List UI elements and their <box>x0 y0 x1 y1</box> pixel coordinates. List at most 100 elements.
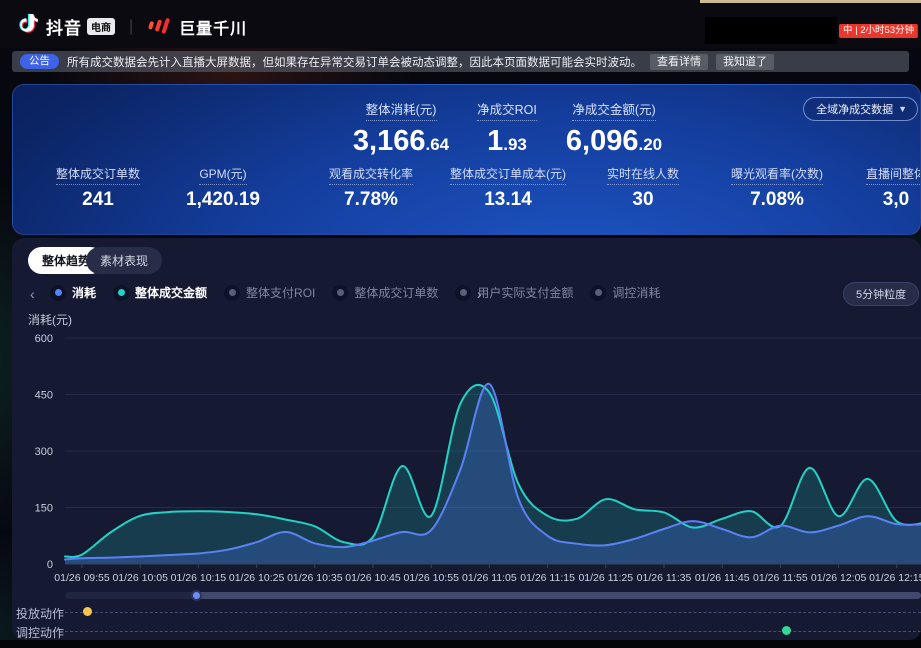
metric-label[interactable]: 整体成交订单数 <box>55 165 141 185</box>
brand-area: 抖音 电商 | 巨量千川 <box>16 12 247 41</box>
legend-item-label: 整体成交订单数 <box>354 286 439 300</box>
x-tick-label: 01/26 10:05 <box>112 572 168 584</box>
y-tick-label: 300 <box>35 446 53 458</box>
primary-metric: 整体消耗(元) 3,166.64 <box>353 99 449 161</box>
legend-dot-icon <box>590 284 607 301</box>
scrollbar-selected-range[interactable] <box>195 592 921 599</box>
area-整体成交金额 <box>65 384 921 564</box>
brand-divider: | <box>129 17 134 35</box>
primary-metric: 净成交金额(元) 6,096.20 <box>566 99 662 161</box>
legend-item-调控消耗[interactable]: 调控消耗 <box>590 284 660 301</box>
action-row-regulation: 调控动作 <box>12 623 921 640</box>
trend-chart[interactable]: 消耗(元) 0 150 300 450 600 01/26 09:55 01/26 10:05… <box>12 308 921 590</box>
secondary-metric: 直播间整体 3,0 <box>865 165 920 211</box>
x-tick-label: 01/26 12:15 <box>869 572 921 584</box>
x-tick-label: 01/26 10:25 <box>229 572 285 584</box>
x-tick-label: 01/26 10:45 <box>345 572 401 584</box>
announcement-bar: 公告 所有成交数据会先计入直播大屏数据，但如果存在异常交易订单会被动态调整，因此… <box>12 51 909 72</box>
legend-next-arrow[interactable]: › <box>477 286 482 302</box>
legend-items: 消耗 整体成交金额 整体支付ROI 整体成交订单数 用户实际支付金额 调控消耗 <box>50 284 660 301</box>
chevron-down-icon: ▼ <box>898 104 907 114</box>
metric-value: 7.78% <box>344 189 398 210</box>
legend-item-消耗[interactable]: 消耗 <box>50 284 96 301</box>
secondary-metric: GPM(元) 1,420.19 <box>186 165 260 211</box>
metric-label[interactable]: 曝光观看率(次数) <box>731 165 823 185</box>
y-tick-label: 600 <box>35 333 53 345</box>
top-bar: 抖音 电商 | 巨量千川 中 | 2小时53分钟 | <box>0 0 921 48</box>
x-tick-label: 01/26 11:05 <box>462 572 517 584</box>
secondary-metric: 曝光观看率(次数) 7.08% <box>731 165 823 211</box>
delivery-action-dot[interactable] <box>82 607 92 616</box>
action-row-label: 调控动作 <box>16 626 65 640</box>
x-tick-label: 01/26 10:15 <box>171 572 227 584</box>
legend-item-label: 整体支付ROI <box>246 286 316 300</box>
view-details-button[interactable]: 查看详情 <box>650 53 708 70</box>
secondary-metric: 观看成交转化率 7.78% <box>328 165 414 211</box>
acknowledge-button[interactable]: 我知道了 <box>716 53 774 70</box>
action-row-dashline <box>65 631 921 632</box>
y-axis-title: 消耗(元) <box>28 313 72 327</box>
legend-dot-icon <box>332 284 349 301</box>
x-tick-label: 01/26 11:45 <box>695 572 750 584</box>
legend-item-整体支付ROI[interactable]: 整体支付ROI <box>224 284 315 301</box>
redacted-room-name <box>705 17 837 44</box>
legend-item-整体成交订单数[interactable]: 整体成交订单数 <box>332 284 438 301</box>
secondary-metric: 整体成交订单数 241 <box>55 165 141 211</box>
x-tick-label: 01/26 09:55 <box>54 572 110 584</box>
ecommerce-badge: 电商 <box>87 18 115 35</box>
legend-dot-icon <box>50 284 66 301</box>
metric-label[interactable]: 实时在线人数 <box>606 165 680 185</box>
metric-value: 241 <box>82 189 114 210</box>
x-tick-label: 01/26 10:55 <box>403 572 459 584</box>
action-row-label: 投放动作 <box>16 607 65 621</box>
legend-row: ‹ 消耗 整体成交金额 整体支付ROI 整体成交订单数 用户实际支付金额 调控消耗 › 5… <box>12 282 921 306</box>
metric-label[interactable]: 直播间整体 <box>865 165 920 185</box>
x-tick-label: 01/26 12:05 <box>811 572 867 584</box>
secondary-metric: 实时在线人数 30 <box>606 165 680 211</box>
legend-item-label: 用户实际支付金额 <box>477 286 574 300</box>
legend-dot-icon <box>113 284 130 301</box>
data-scope-label: 全域净成交数据 <box>816 104 894 116</box>
legend-item-label: 消耗 <box>72 286 97 300</box>
douyin-note-icon <box>16 12 39 41</box>
legend-dot-icon <box>224 284 241 301</box>
metric-label[interactable]: 净成交金额(元) <box>572 99 656 121</box>
metric-label[interactable]: 净成交ROI <box>477 99 537 121</box>
scrollbar-handle[interactable] <box>190 590 202 601</box>
regulation-action-dot[interactable] <box>782 626 792 635</box>
legend-item-用户实际支付金额[interactable]: 用户实际支付金额 <box>455 284 573 301</box>
action-row-dashline <box>65 612 921 613</box>
legend-item-整体成交金额[interactable]: 整体成交金额 <box>113 284 207 301</box>
secondary-metric: 整体成交订单成本(元) 13.14 <box>450 165 566 211</box>
topbar-separator: | <box>916 23 920 37</box>
douyin-logo: 抖音 电商 <box>46 14 115 39</box>
metric-value: 1,420.19 <box>186 189 260 210</box>
legend-item-label: 调控消耗 <box>612 286 661 300</box>
legend-prev-arrow[interactable]: ‹ <box>30 286 35 302</box>
tab-material-performance[interactable]: 素材表现 <box>86 247 163 274</box>
footer-gap <box>0 640 921 648</box>
douyin-wordmark: 抖音 <box>46 19 82 38</box>
data-scope-select[interactable]: 全域净成交数据 ▼ <box>803 97 918 121</box>
metric-label[interactable]: 整体成交订单成本(元) <box>450 165 566 185</box>
area-消耗 <box>65 383 921 564</box>
granularity-button[interactable]: 5分钟粒度 <box>843 282 920 306</box>
trend-card: 整体趋势 素材表现 ‹ 消耗 整体成交金额 整体支付ROI 整体成交订单数 用户实际支付… <box>12 238 921 640</box>
action-row-delivery: 投放动作 <box>12 604 921 621</box>
metrics-panel: 整体消耗(元) 3,166.64 净成交ROI 1.93 净成交金额(元) 6,096.2… <box>12 84 921 235</box>
metric-value: 3,0 <box>882 189 910 210</box>
metric-value: 7.08% <box>750 189 804 210</box>
metric-label[interactable]: 整体消耗(元) <box>365 99 437 121</box>
metric-label[interactable]: 观看成交转化率 <box>328 165 414 185</box>
x-tick-label: 01/26 11:15 <box>520 572 575 584</box>
qianchuan-logo: 巨量千川 <box>147 13 247 40</box>
chart-scrollbar[interactable] <box>65 590 921 601</box>
metric-value: 6,096.20 <box>565 125 663 157</box>
metric-label[interactable]: GPM(元) <box>199 165 247 185</box>
x-tick-label: 01/26 11:55 <box>753 572 808 584</box>
x-tick-label: 01/26 11:25 <box>578 572 633 584</box>
announcement-tag: 公告 <box>20 54 59 69</box>
qianchuan-bars-icon <box>147 13 173 40</box>
metric-value: 1.93 <box>487 125 527 157</box>
